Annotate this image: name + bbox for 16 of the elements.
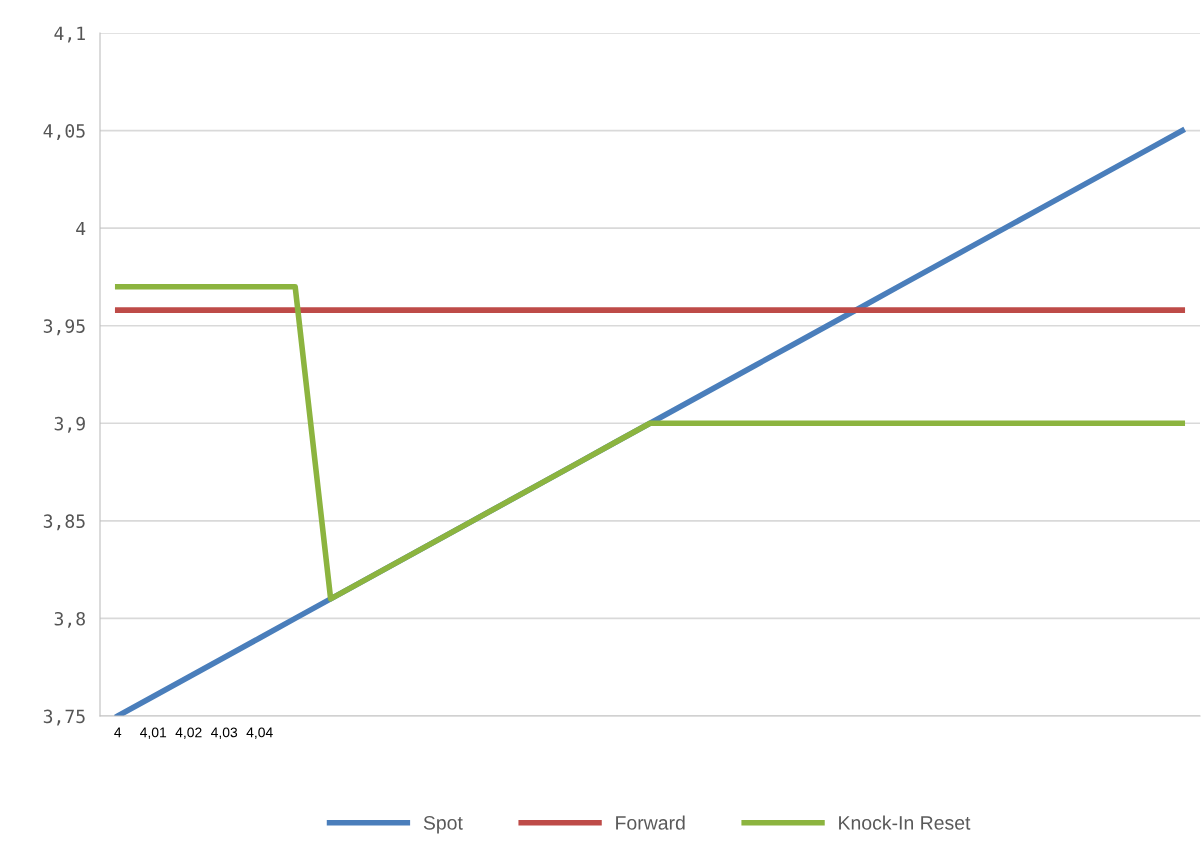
y-tick-label: 4,1 [54,26,85,43]
y-tick-label: 3,85 [43,514,85,531]
x-tick-label: 4,01 [140,727,167,739]
legend-label: Spot [423,815,463,834]
y-tick-label: 3,75 [43,709,85,726]
x-tick-label: 4,04 [246,727,273,739]
y-tick-label: 4,05 [43,124,85,141]
y-tick-label: 3,8 [54,611,85,628]
legend-label: Knock-In Reset [839,815,971,830]
y-tick-label: 3,95 [43,319,85,336]
x-tick-label: 4,02 [175,727,202,739]
y-tick-label: 4 [76,221,86,236]
legend-label: Forward [616,815,685,830]
x-tick-label: 4,03 [211,727,238,739]
y-tick-label: 3,9 [54,416,85,433]
x-tick-label: 4 [114,727,122,738]
